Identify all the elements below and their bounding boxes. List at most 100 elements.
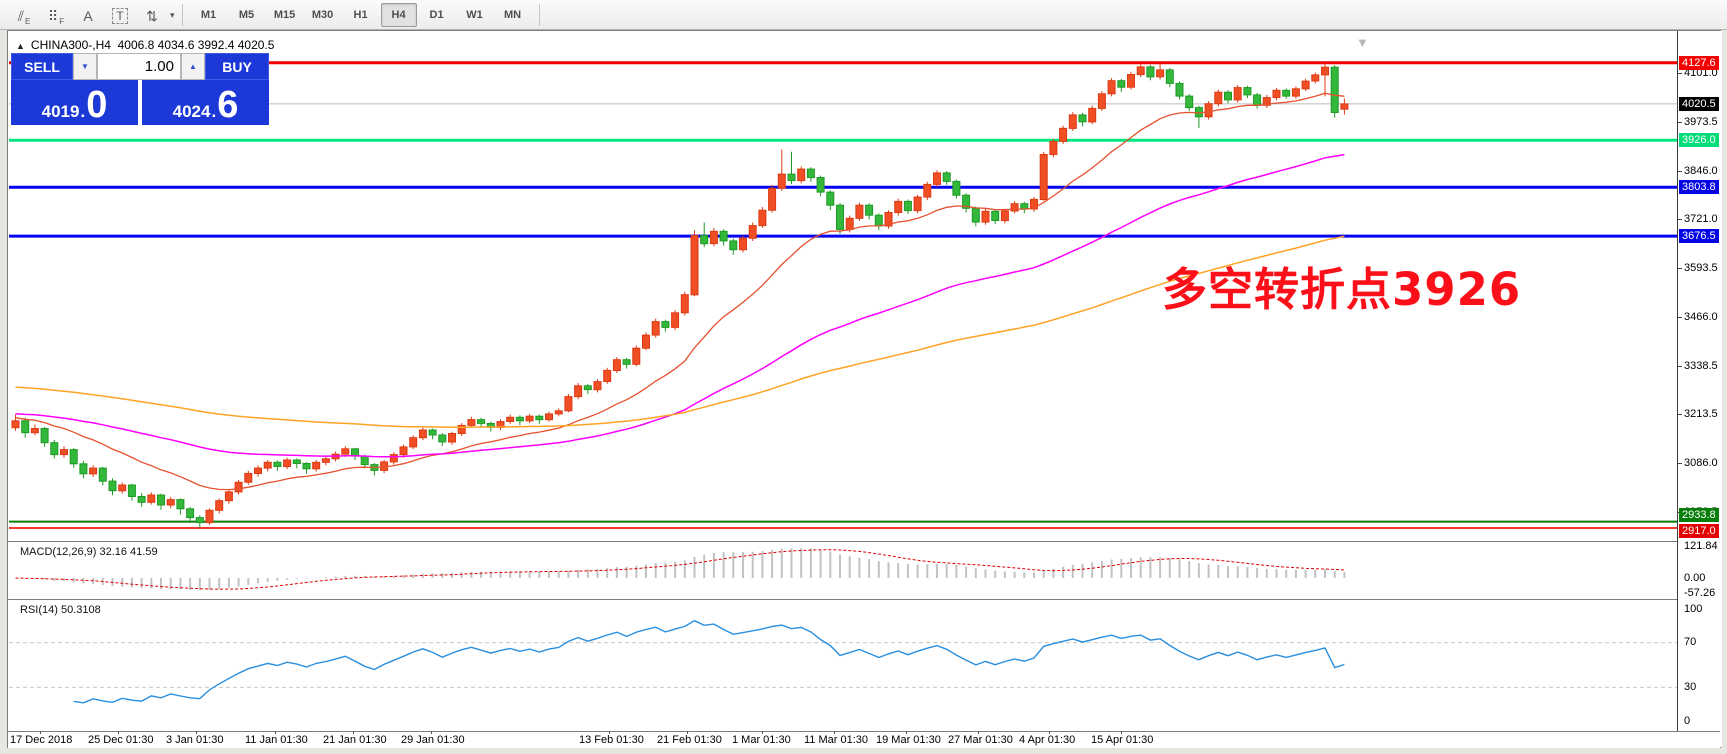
time-tick [609, 731, 610, 734]
chart-canvas[interactable] [9, 33, 1677, 541]
time-tick [1121, 731, 1122, 734]
volume-increase-button[interactable]: ▲ [181, 53, 205, 80]
toolbar-separator [538, 3, 540, 26]
drawing-tools-group: ⫽ E ⠿ F A T ⇅ [8, 2, 168, 28]
time-label: 15 Apr 01:30 [1091, 734, 1154, 746]
timeframe-w1[interactable]: W1 [466, 8, 483, 21]
price-tick: 3846.0 [1678, 165, 1718, 177]
price-tick: 3086.0 [1678, 457, 1718, 469]
toolbar-separator [181, 3, 183, 26]
chart-header: ▲ CHINA300-,H4 4006.8 4034.6 3992.4 4020.… [16, 38, 274, 52]
price-tick: 4101.0 [1678, 67, 1718, 79]
price-tick: 3593.5 [1678, 262, 1718, 274]
timeframe-d1[interactable]: D1 [429, 8, 444, 21]
macd-axis-tick: -57.26 [1684, 587, 1716, 599]
timeframe-h4[interactable]: H4 [380, 2, 417, 27]
time-label: 19 Mar 01:30 [876, 734, 941, 746]
volume-input[interactable] [97, 53, 181, 80]
arrow-objects-tool[interactable]: ⇅ [146, 7, 158, 24]
price-tick: 3973.5 [1678, 116, 1718, 128]
price-tick: 3338.5 [1678, 360, 1718, 372]
rsi-axis-tick: 100 [1684, 603, 1703, 615]
rsi-canvas[interactable] [9, 601, 1677, 730]
text-box-tool[interactable]: T [104, 2, 136, 28]
time-label: 11 Jan 01:30 [245, 734, 308, 746]
time-axis[interactable]: 17 Dec 2018 25 Dec 01:30 3 Jan 01:30 11 Jan… [8, 731, 1720, 748]
timeframe-mn[interactable]: MN [503, 8, 522, 21]
timeframe-m15[interactable]: M15 [273, 8, 296, 21]
symbol-label: CHINA300-,H4 [30, 38, 111, 52]
time-tick [978, 731, 979, 734]
price-badge: 2917.0 [1679, 524, 1719, 538]
price-badge: 3676.5 [1679, 229, 1719, 243]
fibonacci-tool[interactable]: ⠿ F [47, 7, 65, 26]
time-label: 3 Jan 01:30 [166, 734, 224, 746]
time-tick [906, 731, 907, 734]
timeframe-m30[interactable]: M30 [311, 8, 334, 21]
timeframe-m5[interactable]: M5 [238, 8, 255, 21]
toolbar: ⫽ E ⠿ F A T ⇅ ▾ M1 M5 M15 M30 H1 H4 D1 W1 MN [0, 0, 1727, 30]
time-tick [196, 731, 197, 734]
chart-shift-marker-icon[interactable]: ▼ [1356, 35, 1369, 50]
chart-text-annotation: 多空转折点3926 [1162, 263, 1522, 316]
sell-button[interactable]: SELL [11, 53, 73, 80]
ask-price-big-digit: 6 [217, 84, 239, 126]
price-badge: 3926.0 [1679, 133, 1719, 147]
time-tick [353, 731, 354, 734]
time-tick [762, 731, 763, 734]
bid-price-big-digit: 0 [86, 84, 108, 126]
price-badge: 2933.8 [1679, 508, 1719, 522]
time-label: 13 Feb 01:30 [579, 734, 644, 746]
time-tick [40, 731, 41, 734]
time-label: 21 Jan 01:30 [323, 734, 387, 746]
time-tick [275, 731, 276, 734]
time-tick [118, 731, 119, 734]
time-label: 25 Dec 01:30 [88, 734, 154, 746]
macd-axis-tick: 0.00 [1684, 572, 1706, 584]
price-badge: 4020.5 [1679, 97, 1719, 111]
ask-price-main: 4024 [172, 102, 211, 121]
one-click-trade-panel: SELL ▼ ▲ BUY 4019 . 0 4024 . 6 [11, 53, 269, 125]
time-tick [431, 731, 432, 734]
volume-decrease-button[interactable]: ▼ [73, 53, 97, 80]
time-tick [1049, 731, 1050, 734]
time-label: 17 Dec 2018 [10, 734, 73, 746]
time-tick [834, 731, 835, 734]
text-label-tool[interactable]: A [83, 7, 93, 24]
ohlc-values: 4006.8 4034.6 3992.4 4020.5 [117, 38, 275, 52]
time-tick [687, 731, 688, 734]
macd-axis-tick: 121.84 [1684, 540, 1718, 552]
rsi-axis-tick: 30 [1684, 681, 1697, 693]
time-label: 27 Mar 01:30 [948, 734, 1013, 746]
price-badge: 3803.8 [1679, 180, 1719, 194]
equidistant-channel-tool[interactable]: ⫽ E [17, 7, 31, 26]
buy-button[interactable]: BUY [205, 53, 269, 80]
price-tick: 3466.0 [1678, 311, 1718, 323]
timeframe-group: M1 M5 M15 M30 H1 H4 D1 W1 MN [190, 2, 532, 27]
time-label: 29 Jan 01:30 [401, 734, 465, 746]
time-label: 4 Apr 01:30 [1019, 734, 1076, 746]
macd-canvas[interactable] [9, 543, 1677, 599]
ask-price[interactable]: 4024 . 6 [142, 80, 269, 125]
macd-label: MACD(12,26,9) 32.16 41.59 [20, 546, 158, 558]
time-label: 21 Feb 01:30 [657, 734, 722, 746]
bid-price[interactable]: 4019 . 0 [11, 80, 138, 125]
price-divider [138, 80, 142, 125]
time-label: 11 Mar 01:30 [804, 734, 869, 746]
chart-window: ▲ CHINA300-,H4 4006.8 4034.6 3992.4 4020.… [7, 30, 1722, 748]
timeframe-m1[interactable]: M1 [200, 8, 217, 21]
price-tick: 3213.5 [1678, 408, 1718, 420]
timeframe-h1[interactable]: H1 [353, 8, 368, 21]
rsi-axis-tick: 70 [1684, 636, 1697, 648]
chevron-down-icon[interactable]: ▾ [170, 9, 175, 20]
price-axis[interactable]: 4101.0 3973.5 3846.0 3721.0 3593.5 3466.0 3338… [1677, 31, 1722, 747]
panel-separator[interactable] [8, 541, 1677, 544]
rsi-axis-tick: 0 [1684, 715, 1691, 727]
bid-price-main: 4019 [41, 102, 80, 121]
price-tick: 3721.0 [1678, 213, 1718, 225]
bid-price-dot: . [80, 102, 86, 121]
panel-separator[interactable] [8, 599, 1677, 602]
price-badge: 4127.6 [1679, 56, 1719, 70]
collapse-panel-icon[interactable]: ▲ [16, 41, 25, 51]
